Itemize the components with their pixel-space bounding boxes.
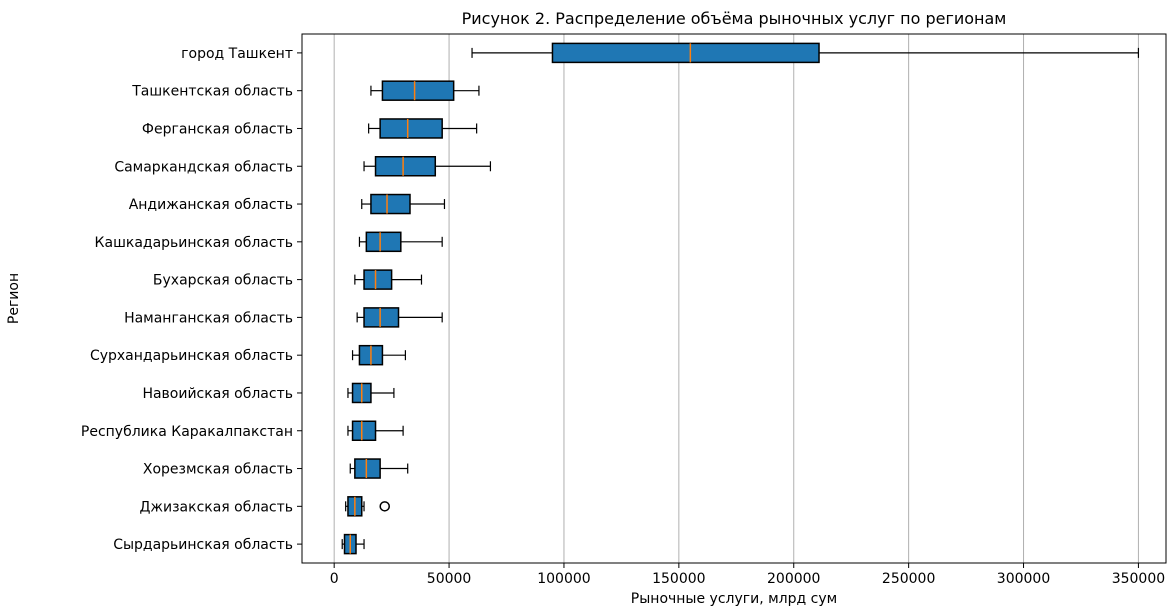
y-tick-label: Сурхандарьинская область [90,348,293,364]
y-tick-label: Самаркандская область [114,159,293,175]
y-tick-label: Кашкадарьинская область [95,235,293,251]
x-axis-ticks: 0 50000 100000 150000 200000 250000 300000 3500… [330,563,1165,587]
x-tick-label: 250000 [882,571,935,587]
y-tick-label: Хорезмская область [143,462,293,478]
box-iqr [363,269,393,290]
box-iqr [381,80,455,101]
box-item [349,458,409,479]
box-iqr [379,118,443,139]
chart-title: Рисунок 2. Распределение объёма рыночных… [462,9,1007,28]
x-axis-label: Рыночные услуги, млрд сум [631,591,837,607]
box-item [347,420,404,441]
box-item [354,269,423,290]
x-tick-label: 350000 [1112,571,1165,587]
y-tick-label: Республика Каракалпакстан [81,424,293,440]
box-item [358,231,443,253]
box-iqr [365,231,402,253]
box-item [370,80,480,101]
y-tick-label: Навоийская область [142,386,293,402]
x-tick-label: 50000 [427,571,472,587]
box-iqr [354,458,381,479]
box-iqr [551,42,820,64]
y-tick-label: Ферганская область [142,121,293,137]
box-item [345,496,390,517]
y-tick-label: Джизакская область [139,499,293,515]
x-tick-label: 0 [330,571,339,587]
x-tick-label: 100000 [537,571,590,587]
box-iqr [370,193,411,215]
box-series [341,42,1140,555]
y-axis-ticks: город Ташкент Ташкентская область Ферганск… [81,46,302,553]
grid-lines [333,34,1139,563]
box-item [361,193,446,215]
box-iqr [363,307,400,328]
box-item [347,382,395,404]
y-tick-label: Сырдарьинская область [113,537,293,553]
box-item [363,156,492,177]
y-tick-label: Наманганская область [124,310,293,326]
y-tick-label: город Ташкент [181,46,293,62]
x-tick-label: 200000 [767,571,820,587]
y-axis-label: Регион [6,273,22,324]
box-item [341,533,365,555]
plot-area-frame [301,33,1167,564]
y-tick-label: Ташкентская область [131,84,293,100]
y-tick-label: Андижанская область [129,197,293,213]
box-item [356,307,443,328]
box-item [471,42,1140,64]
box-iqr [351,420,377,441]
box-item [351,344,407,366]
outlier-point [379,501,390,512]
box-item [368,118,478,139]
y-tick-label: Бухарская область [153,273,293,289]
x-tick-label: 300000 [997,571,1050,587]
box-iqr [374,156,437,177]
x-tick-label: 150000 [652,571,705,587]
